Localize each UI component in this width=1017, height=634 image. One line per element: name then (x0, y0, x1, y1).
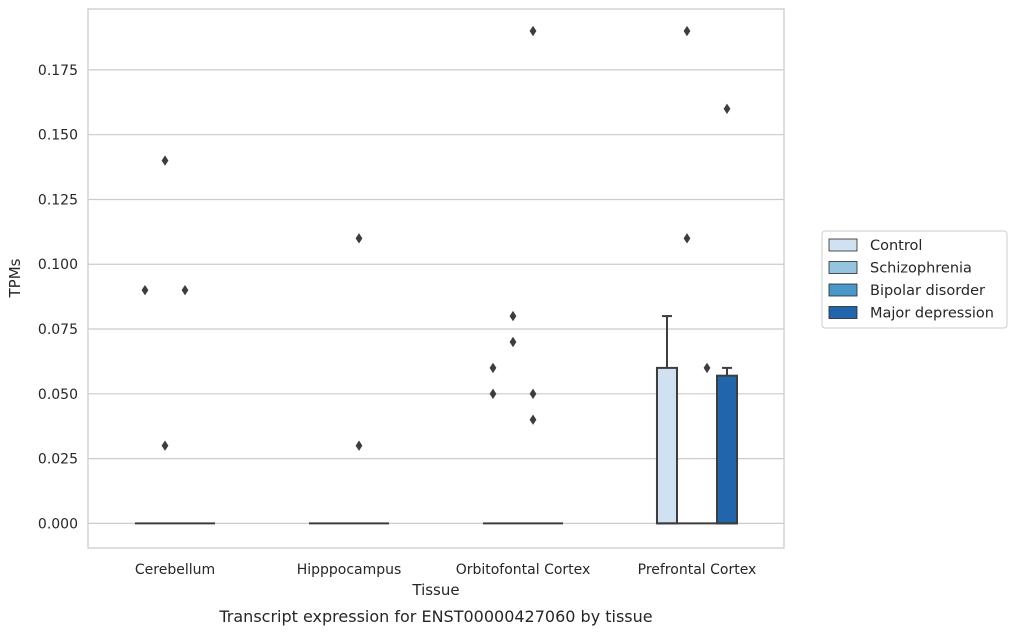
box (655, 315, 678, 525)
outliers (141, 25, 731, 451)
y-tick-label: 0.075 (38, 322, 78, 338)
plot-frame (87, 8, 785, 549)
legend-swatch (828, 283, 858, 297)
x-tick-label: Hipppocampus (297, 562, 402, 578)
legend-label: Control (870, 238, 922, 254)
box-body (655, 366, 678, 525)
x-tick-label: Cerebellum (135, 562, 215, 578)
legend-frame (821, 230, 1008, 329)
outlier-point (489, 388, 497, 400)
box (716, 366, 739, 525)
y-tick-label: 0.050 (38, 387, 78, 403)
outlier-point (355, 233, 363, 244)
y-tick-label: 0.025 (38, 452, 78, 468)
outlier-point (141, 284, 149, 296)
y-tick-labels: 0.000 0.025 0.050 0.075 0.100 0.125 0.150 0.175 (38, 63, 78, 532)
y-tick-label: 0.125 (38, 192, 78, 208)
y-axis-label: TPMs (6, 258, 24, 298)
outlier-point (529, 25, 537, 37)
outlier-point (683, 233, 691, 244)
legend-label: Bipolar disorder (870, 283, 985, 299)
outlier-point (161, 155, 169, 166)
x-tick-labels: Cerebellum Hipppocampus Orbitofontal Corte… (135, 562, 756, 578)
y-tick-label: 0.100 (38, 257, 78, 273)
outlier-point (161, 440, 169, 451)
box-body (716, 374, 739, 525)
legend-label: Schizophrenia (870, 261, 972, 277)
y-tick-label: 0.175 (38, 63, 78, 79)
outlier-point (529, 388, 537, 400)
legend-swatch (828, 238, 858, 252)
outlier-point (355, 440, 363, 451)
legend: Control Schizophrenia Bipolar disorder Majo… (821, 230, 1008, 329)
outlier-point (529, 414, 537, 425)
boxes (134, 315, 739, 525)
x-axis-label: Tissue (411, 581, 459, 599)
outlier-point (683, 25, 691, 37)
legend-swatch (828, 306, 858, 319)
gridlines (88, 69, 784, 524)
outlier-point (703, 362, 711, 374)
outlier-point (723, 103, 731, 114)
chart-caption: Transcript expression for ENST0000042706… (218, 607, 652, 626)
outlier-point (489, 362, 497, 374)
x-tick-label: Orbitofontal Cortex (456, 562, 591, 578)
outlier-point (509, 336, 517, 348)
y-tick-label: 0.000 (38, 516, 78, 532)
outlier-point (181, 284, 189, 296)
legend-label: Major depression (870, 306, 994, 322)
y-tick-label: 0.150 (38, 128, 78, 144)
x-tick-label: Prefrontal Cortex (638, 562, 757, 578)
legend-swatch (828, 261, 858, 274)
outlier-point (509, 310, 517, 322)
